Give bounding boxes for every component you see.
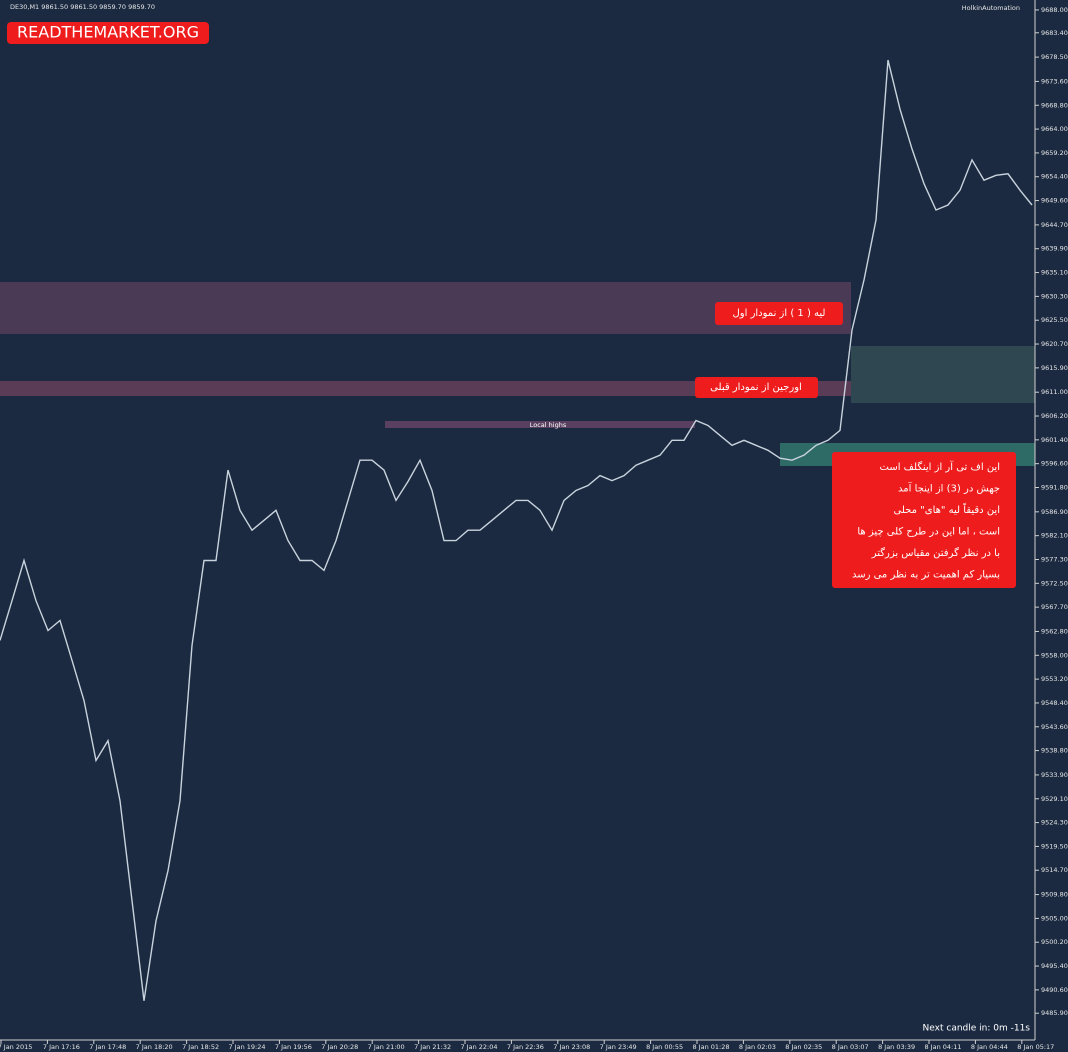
x-tick-label: 7 Jan 21:32 — [414, 1043, 451, 1051]
y-tick-label: 9543.60 — [1041, 723, 1068, 731]
x-tick-label: 7 Jan 19:24 — [228, 1043, 265, 1051]
y-tick-label: 9519.50 — [1041, 842, 1068, 850]
y-tick-label: 9596.60 — [1041, 460, 1068, 468]
price-line — [0, 59, 1033, 1001]
x-tick-label: 7 Jan 21:00 — [368, 1043, 405, 1051]
y-tick-label: 9673.60 — [1041, 77, 1068, 85]
y-tick-label: 9591.80 — [1041, 484, 1068, 492]
note-line: این دقیقاً لیه "های" محلی — [894, 502, 1000, 516]
y-tick-label: 9533.90 — [1041, 771, 1068, 779]
x-tick-label: 8 Jan 03:07 — [832, 1043, 869, 1051]
y-tick-label: 9606.20 — [1041, 412, 1068, 420]
y-tick-label: 9567.70 — [1041, 603, 1068, 611]
y-tick-label: 9485.90 — [1041, 1009, 1068, 1017]
indicator-name: HolkinAutomation — [962, 4, 1020, 12]
watermark-badge — [7, 22, 209, 44]
note-line: است ، اما این در طرح کلی چیز ها — [857, 527, 1000, 538]
y-tick-label: 9529.10 — [1041, 795, 1068, 803]
y-tick-label: 9524.30 — [1041, 819, 1068, 827]
x-tick-label: 7 Jan 19:56 — [275, 1043, 312, 1051]
y-tick-label: 9514.70 — [1041, 866, 1068, 874]
x-tick-label: 7 Jan 17:48 — [89, 1043, 126, 1051]
note-line: جهش در (3) از اینجا آمد — [898, 482, 1000, 495]
y-tick-label: 9668.80 — [1041, 101, 1068, 109]
annotation-box — [695, 377, 818, 398]
y-tick-label: 9601.40 — [1041, 436, 1068, 444]
zone-origin — [0, 381, 851, 396]
y-tick-label: 9548.40 — [1041, 699, 1068, 707]
y-tick-label: 9620.70 — [1041, 340, 1068, 348]
x-tick-label: 8 Jan 02:35 — [785, 1043, 822, 1051]
countdown: Next candle in: 0m -11s — [923, 1024, 1031, 1034]
y-tick-label: 9586.90 — [1041, 508, 1068, 516]
annotation: اورجین از نمودار قبلی — [710, 382, 802, 393]
x-tick-label: 7 Jan 18:20 — [136, 1043, 173, 1051]
x-tick-label: 8 Jan 00:55 — [646, 1043, 683, 1051]
y-tick-label: 9490.60 — [1041, 986, 1068, 994]
y-tick-label: 9562.80 — [1041, 627, 1068, 635]
y-tick-label: 9635.10 — [1041, 269, 1068, 277]
y-tick-label: 9615.90 — [1041, 364, 1068, 372]
x-tick-label: 7 Jan 17:16 — [43, 1043, 80, 1051]
x-tick-label: 8 Jan 04:44 — [971, 1043, 1008, 1051]
watermark: READTHEMARKET.ORG — [17, 23, 199, 42]
x-tick-label: 8 Jan 02:03 — [739, 1043, 776, 1051]
y-tick-label: 9500.20 — [1041, 938, 1068, 946]
annotation: لیه ( 1 ) از نمودار اول — [733, 308, 826, 319]
note-line: با در نظر گرفتن مقیاس بزرگتر — [871, 547, 1000, 559]
y-tick-label: 9683.40 — [1041, 29, 1068, 37]
y-tick-label: 9611.00 — [1041, 388, 1068, 396]
x-tick-label: 8 Jan 01:28 — [692, 1043, 729, 1051]
zone-local-highs — [385, 421, 695, 428]
y-tick-label: 9659.20 — [1041, 149, 1068, 157]
y-tick-label: 9538.80 — [1041, 747, 1068, 755]
y-tick-label: 9505.00 — [1041, 914, 1068, 922]
x-tick-label: 7 Jan 20:28 — [321, 1043, 358, 1051]
plot — [0, 59, 1033, 1001]
y-tick-label: 9495.40 — [1041, 962, 1068, 970]
local-highs-label: Local highs — [530, 421, 567, 429]
y-tick-label: 9553.20 — [1041, 675, 1068, 683]
notes: این اف تی آر از اینگلف است جهش در (3) از … — [852, 460, 1000, 581]
y-tick-label: 9572.50 — [1041, 579, 1068, 587]
y-tick-label: 9558.00 — [1041, 651, 1068, 659]
y-tick-label: 9509.80 — [1041, 891, 1068, 899]
zone-dark — [851, 346, 1035, 403]
symbol-info: DE30,M1 9861.50 9861.50 9859.70 9859.70 — [10, 3, 155, 11]
y-tick-label: 9577.30 — [1041, 555, 1068, 563]
y-tick-label: 9664.00 — [1041, 125, 1068, 133]
x-tick-label: 7 Jan 18:52 — [182, 1043, 219, 1051]
y-tick-label: 9630.30 — [1041, 292, 1068, 300]
x-tick-label: 7 Jan 22:04 — [460, 1043, 497, 1051]
x-tick-label: 8 Jan 03:39 — [878, 1043, 915, 1051]
x-tick-label: 7 Jan 2015 — [0, 1043, 32, 1051]
y-tick-label: 9644.70 — [1041, 221, 1068, 229]
y-tick-label: 9639.90 — [1041, 245, 1068, 253]
y-tick-label: 9625.50 — [1041, 316, 1068, 324]
y-tick-label: 9649.60 — [1041, 197, 1068, 205]
note-line: بسیار کم اهمیت تر به نظر می رسد — [852, 570, 1000, 581]
x-tick-label: 7 Jan 23:08 — [553, 1043, 590, 1051]
y-tick-label: 9688.00 — [1041, 6, 1068, 14]
annotation-box — [715, 302, 843, 325]
x-tick-label: 8 Jan 05:17 — [1017, 1043, 1054, 1051]
note-line: این اف تی آر از اینگلف است — [880, 460, 1000, 473]
zone-upper — [0, 282, 851, 334]
y-tick-label: 9582.10 — [1041, 532, 1068, 540]
x-tick-label: 8 Jan 04:11 — [924, 1043, 961, 1051]
y-tick-label: 9654.40 — [1041, 173, 1068, 181]
x-tick-label: 7 Jan 22:36 — [507, 1043, 544, 1051]
x-tick-label: 7 Jan 23:49 — [600, 1043, 637, 1051]
y-tick-label: 9678.50 — [1041, 53, 1068, 61]
note-box — [832, 452, 1016, 588]
